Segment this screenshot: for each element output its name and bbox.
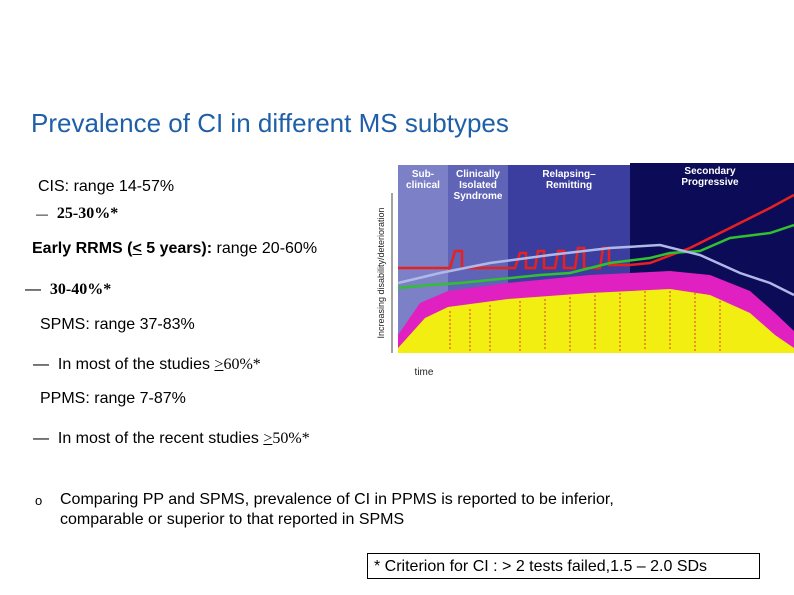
phase-label: clinical (406, 180, 440, 191)
text: : range 37-83% (85, 316, 195, 333)
slide-title: Prevalence of CI in different MS subtype… (31, 108, 509, 138)
ppms-line: PPMS: range 7-87% (40, 390, 186, 408)
label: 5 years): (141, 240, 213, 257)
x-axis-label: time (415, 367, 434, 378)
y-axis-label: Increasing disability/deterioration (376, 207, 386, 338)
text: 60%* (223, 356, 261, 373)
text: range 20-60% (212, 240, 318, 257)
phase-label: Sub- (412, 169, 434, 180)
text: : range 14-57% (64, 178, 175, 195)
bullet: o (35, 493, 43, 508)
disease-course-figure: Increasing disability/deterioration time… (376, 163, 794, 378)
cis-detail: — 25-30%* (36, 205, 118, 223)
footnote: * Criterion for CI : > 2 tests failed,1.… (367, 553, 760, 579)
curve (398, 193, 794, 270)
dash: — (33, 356, 49, 373)
label: PPMS (40, 390, 86, 407)
spms-line: SPMS: range 37-83% (40, 316, 195, 334)
phase-label: Secondary (684, 166, 736, 177)
label: CIS (38, 178, 65, 195)
rrms-detail: — 30-40%* (25, 281, 111, 299)
ppms-detail: — In most of the recent studies >50%* (33, 430, 310, 448)
comparison-text: Comparing PP and SPMS, prevalence of CI … (60, 491, 614, 528)
text: 25-30%* (56, 205, 119, 222)
curve (397, 243, 794, 297)
text: 30-40%* (49, 281, 112, 298)
phase-label: Clinically (456, 169, 500, 180)
text: : range 7-87% (85, 390, 186, 407)
dash: — (25, 281, 41, 298)
spms-detail: — In most of the studies >60%* (33, 356, 261, 374)
symbol: > (263, 430, 273, 447)
label: Early RRMS ( (32, 240, 133, 257)
hatching (449, 291, 721, 351)
phase-label: Progressive (681, 177, 739, 188)
text: In most of the studies (57, 356, 215, 373)
phase-label: Syndrome (454, 191, 503, 202)
symbol: > (214, 356, 224, 373)
phase-label: Isolated (459, 180, 497, 191)
cis-line: CIS: range 14-57% (38, 178, 174, 196)
label: SPMS (40, 316, 86, 333)
text: In most of the recent studies (57, 430, 264, 447)
text: 50%* (272, 430, 310, 447)
curve (397, 223, 794, 290)
rrms-line: Early RRMS (< 5 years): range 20-60% (32, 240, 317, 258)
phase-label: Relapsing– (542, 169, 596, 180)
phase-label: Remitting (546, 180, 592, 191)
dash: — (33, 430, 49, 447)
dash: — (36, 207, 48, 221)
symbol: < (132, 240, 142, 257)
